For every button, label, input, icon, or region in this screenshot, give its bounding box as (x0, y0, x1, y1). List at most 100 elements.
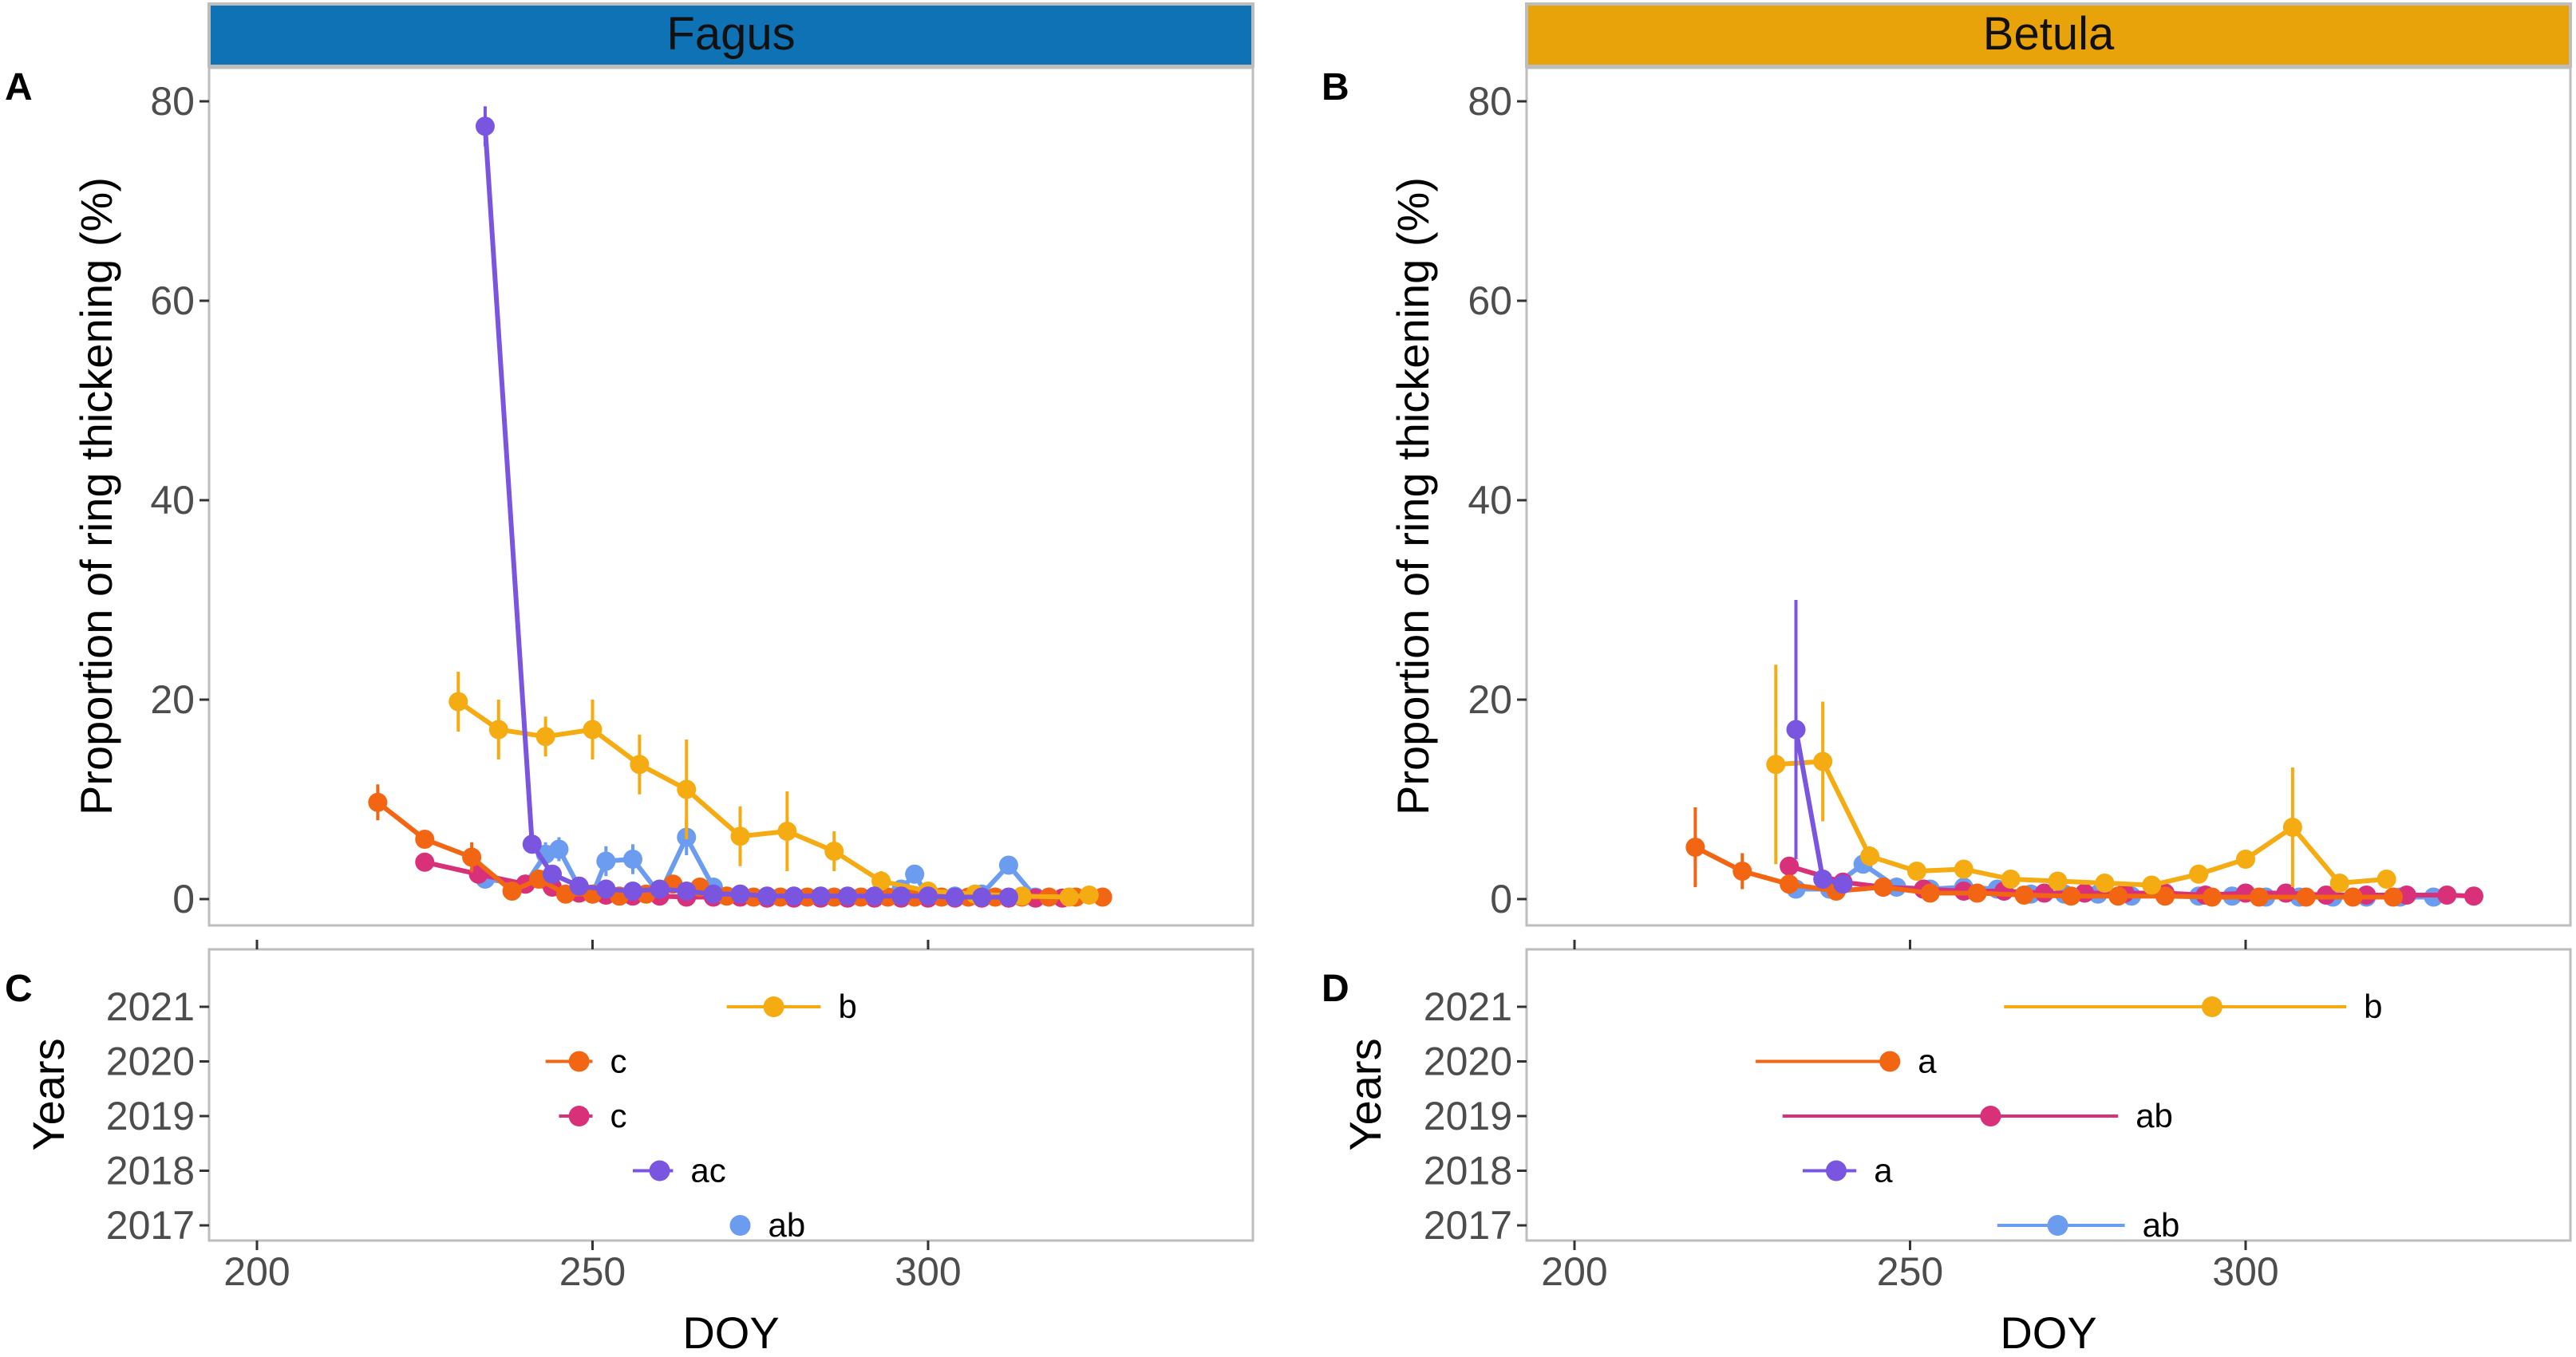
plot-a-marks (368, 106, 1112, 908)
data-point-2018 (838, 886, 858, 906)
year-tick-label: 2021 (1424, 984, 1512, 1029)
data-point-2017 (622, 850, 642, 869)
x-tick-label: 200 (1541, 1249, 1607, 1294)
data-point-2021 (1954, 859, 1973, 879)
data-point-2019 (1780, 856, 1800, 876)
plot-c-marks: ab ac cc b (545, 988, 857, 1244)
data-point-2021 (1766, 755, 1786, 775)
significance-letter-2019: ab (2135, 1097, 2173, 1134)
mean-point-2017 (729, 1215, 751, 1236)
y-axis-title-a: Proportion of ring thickening (%) (71, 177, 121, 815)
mean-point-2018 (649, 1160, 670, 1181)
data-point-2018 (864, 886, 884, 906)
data-point-2020 (415, 830, 435, 849)
data-point-2017 (998, 855, 1018, 875)
data-point-2020 (1780, 874, 1800, 894)
series-line-2020 (1694, 845, 2393, 900)
significance-letter-2017: ab (768, 1206, 806, 1244)
data-point-2020 (2296, 887, 2316, 907)
data-point-2020 (1967, 883, 1987, 903)
plot-area-b (1525, 66, 2572, 927)
data-point-2018 (1813, 870, 1833, 889)
data-point-2018 (677, 882, 697, 901)
y-axis-title-b: Proportion of ring thickening (%) (1388, 177, 1438, 815)
data-point-2021 (1813, 751, 1833, 771)
x-tick-label: 300 (2212, 1249, 2278, 1294)
mean-point-2021 (2201, 996, 2222, 1017)
mean-point-2019 (568, 1106, 590, 1126)
data-point-2021 (1906, 862, 1926, 881)
year-tick-label: 2021 (106, 984, 195, 1029)
x-axis-title-d: DOY (2000, 1308, 2096, 1357)
data-point-2021 (2001, 870, 2021, 889)
data-point-2020 (1873, 878, 1893, 897)
data-point-2021 (2189, 864, 2209, 884)
strip-fagus (207, 2, 1254, 68)
data-point-2017 (905, 864, 925, 884)
strip-fagus-label: Fagus (666, 8, 795, 60)
data-point-2021 (2236, 850, 2255, 869)
x-tick-label: 300 (895, 1249, 961, 1294)
x-tick-label: 250 (559, 1249, 626, 1294)
panel-letter-c: C (5, 968, 33, 1010)
year-tick-label: 2019 (1424, 1094, 1512, 1138)
data-point-2018 (811, 886, 831, 906)
data-point-2021 (871, 871, 891, 891)
data-point-2018 (569, 876, 589, 896)
year-tick-label: 2020 (1424, 1039, 1512, 1084)
significance-letter-2018: ac (690, 1152, 725, 1189)
data-point-2021 (677, 779, 697, 799)
plot-b-marks (1685, 600, 2483, 907)
data-point-2019 (2463, 886, 2483, 906)
data-point-2021 (2329, 874, 2349, 893)
data-point-2018 (757, 886, 777, 906)
significance-letter-2021: b (2364, 988, 2382, 1025)
data-point-2018 (475, 116, 495, 136)
panel-a: Fagus A (5, 2, 1254, 927)
data-point-2020 (2014, 886, 2034, 905)
x-axis-title-c: DOY (682, 1308, 779, 1357)
panel-b: Betula B (1322, 2, 2572, 927)
y-tick-label: 80 (150, 79, 195, 124)
significance-letter-2019: c (610, 1097, 627, 1134)
data-point-2017 (596, 851, 616, 871)
data-point-2020 (1920, 883, 1940, 903)
data-point-2021 (2282, 818, 2302, 837)
y-axis-title-d: Years (1340, 1038, 1390, 1150)
significance-letter-2020: a (1918, 1043, 1937, 1080)
plot-area-d (1525, 948, 2572, 1242)
data-point-2018 (703, 884, 723, 904)
data-point-2021 (488, 720, 508, 740)
mean-point-2018 (1825, 1160, 1847, 1181)
data-point-2021 (1079, 886, 1099, 905)
data-point-2020 (502, 882, 522, 901)
data-point-2018 (543, 864, 563, 884)
data-point-2021 (2142, 875, 2162, 895)
significance-letter-2020: c (610, 1043, 627, 1080)
data-point-2020 (2384, 887, 2404, 907)
significance-letter-2021: b (838, 988, 856, 1025)
data-point-2020 (1685, 838, 1705, 857)
data-point-2021 (730, 826, 750, 846)
panel-letter-a: A (5, 66, 33, 108)
significance-letter-2018: a (1874, 1152, 1893, 1189)
data-point-2020 (2061, 886, 2081, 906)
panel-letter-b: B (1322, 66, 1349, 108)
plot-area-c (207, 948, 1254, 1242)
y-tick-label: 80 (1468, 79, 1512, 124)
data-point-2021 (535, 727, 555, 747)
data-point-2017 (549, 839, 569, 859)
mean-point-2017 (2047, 1215, 2068, 1236)
significance-letter-2017: ab (2143, 1206, 2180, 1244)
mean-point-2019 (1980, 1106, 2001, 1126)
data-point-2021 (448, 692, 468, 712)
panel-c: C ab ac cc b (5, 948, 1254, 1244)
data-point-2018 (919, 886, 938, 906)
year-tick-label: 2017 (1424, 1203, 1512, 1248)
data-point-2019 (2437, 886, 2457, 905)
data-point-2020 (2202, 887, 2222, 907)
data-point-2018 (891, 886, 911, 906)
